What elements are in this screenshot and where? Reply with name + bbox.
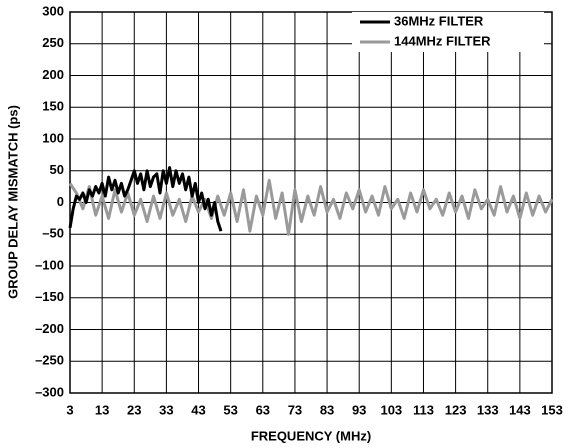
y-tick-label: 300: [42, 3, 64, 18]
legend-label: 144MHz FILTER: [394, 33, 491, 48]
x-axis-label: FREQUENCY (MHz): [251, 428, 371, 443]
x-tick-label: 153: [541, 402, 563, 417]
y-tick-label: –150: [35, 289, 64, 304]
x-tick-label: 13: [95, 402, 109, 417]
x-tick-label: 133: [477, 402, 499, 417]
y-tick-label: 50: [50, 162, 64, 177]
y-tick-label: –250: [35, 353, 64, 368]
x-tick-label: 43: [191, 402, 205, 417]
y-tick-label: 0: [57, 194, 64, 209]
y-tick-label: 200: [42, 67, 64, 82]
x-tick-label: 123: [445, 402, 467, 417]
x-tick-label: 23: [127, 402, 141, 417]
x-tick-label: 33: [159, 402, 173, 417]
x-tick-label: 73: [288, 402, 302, 417]
y-tick-label: 250: [42, 35, 64, 50]
x-tick-label: 93: [352, 402, 366, 417]
x-tick-label: 83: [320, 402, 334, 417]
y-tick-label: 100: [42, 130, 64, 145]
x-tick-label: 143: [509, 402, 531, 417]
x-tick-label: 53: [223, 402, 237, 417]
x-tick-label: 113: [413, 402, 434, 417]
legend-label: 36MHz FILTER: [394, 13, 484, 28]
series-line: [68, 178, 554, 236]
y-tick-label: –200: [35, 321, 64, 336]
y-tick-label: –300: [35, 384, 64, 399]
y-axis-label: GROUP DELAY MISMATCH (ps): [5, 105, 20, 299]
x-tick-label: 63: [256, 402, 270, 417]
y-tick-label: –100: [35, 257, 64, 272]
x-tick-label: 103: [380, 402, 402, 417]
series-line: [68, 166, 223, 232]
y-tick-label: 150: [42, 99, 64, 114]
y-tick-label: –50: [42, 226, 64, 241]
x-tick-label: 3: [66, 402, 73, 417]
legend-box: [352, 12, 544, 52]
